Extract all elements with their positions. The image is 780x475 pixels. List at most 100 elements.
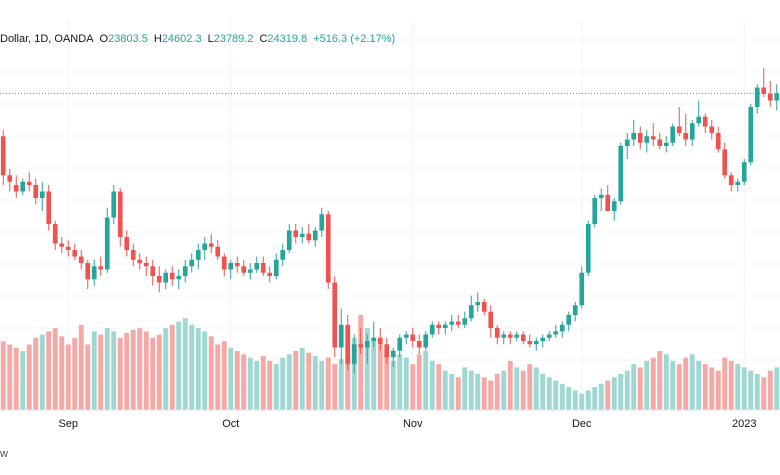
candle[interactable] — [546, 331, 552, 341]
candle[interactable] — [319, 207, 325, 237]
candle[interactable] — [670, 123, 676, 146]
candle[interactable] — [111, 185, 117, 224]
candle[interactable] — [501, 331, 507, 345]
candle[interactable] — [85, 259, 91, 289]
candle[interactable] — [208, 233, 214, 254]
candle[interactable] — [72, 243, 78, 260]
candle[interactable] — [514, 331, 520, 341]
candle[interactable] — [436, 321, 442, 335]
candle[interactable] — [20, 178, 26, 195]
candle[interactable] — [540, 334, 546, 348]
candle[interactable] — [657, 133, 663, 150]
candle[interactable] — [527, 334, 533, 348]
candle[interactable] — [709, 120, 715, 140]
candle[interactable] — [754, 84, 760, 114]
candle[interactable] — [741, 159, 747, 185]
candle[interactable] — [553, 324, 559, 338]
candle[interactable] — [520, 331, 526, 345]
candle[interactable] — [774, 84, 780, 111]
candle[interactable] — [722, 142, 728, 179]
candle[interactable] — [26, 172, 32, 192]
candle[interactable] — [410, 328, 416, 348]
candle[interactable] — [598, 188, 604, 211]
candle[interactable] — [468, 295, 474, 322]
candle[interactable] — [449, 315, 455, 332]
candle[interactable] — [631, 120, 637, 146]
candle[interactable] — [0, 129, 6, 185]
candle[interactable] — [176, 269, 182, 290]
candle[interactable] — [286, 224, 292, 254]
candle[interactable] — [130, 243, 136, 267]
candle[interactable] — [228, 259, 234, 280]
candle[interactable] — [650, 123, 656, 146]
candle[interactable] — [13, 175, 19, 198]
candle[interactable] — [338, 308, 344, 364]
candle[interactable] — [644, 129, 650, 153]
candle[interactable] — [91, 259, 97, 286]
candle[interactable] — [735, 178, 741, 192]
candle[interactable] — [390, 347, 396, 368]
candle[interactable] — [371, 321, 377, 348]
candle[interactable] — [533, 337, 539, 351]
candle[interactable] — [98, 256, 104, 277]
candle[interactable] — [325, 211, 331, 289]
candle[interactable] — [507, 331, 513, 345]
candle[interactable] — [104, 207, 110, 273]
candle[interactable] — [566, 311, 572, 332]
candle[interactable] — [117, 188, 123, 247]
candle[interactable] — [46, 185, 52, 231]
candle[interactable] — [423, 331, 429, 351]
candle[interactable] — [481, 298, 487, 315]
candle[interactable] — [416, 334, 422, 355]
candle[interactable] — [696, 100, 702, 127]
candle[interactable] — [7, 168, 13, 192]
candle[interactable] — [364, 334, 370, 364]
candle[interactable] — [312, 227, 318, 247]
candle[interactable] — [358, 328, 364, 354]
candle[interactable] — [78, 250, 84, 270]
candle[interactable] — [683, 113, 689, 147]
candle[interactable] — [377, 328, 383, 351]
candle[interactable] — [728, 172, 734, 192]
candle[interactable] — [384, 337, 390, 364]
candle[interactable] — [351, 334, 357, 374]
candle[interactable] — [33, 178, 39, 205]
candle[interactable] — [169, 266, 175, 286]
candle[interactable] — [715, 126, 721, 153]
candle[interactable] — [403, 331, 409, 345]
candle[interactable] — [442, 321, 448, 335]
candle[interactable] — [260, 256, 266, 277]
candle[interactable] — [221, 253, 227, 276]
candle[interactable] — [267, 266, 273, 283]
candle[interactable] — [605, 185, 611, 211]
candle[interactable] — [761, 68, 767, 98]
candle[interactable] — [475, 292, 481, 312]
candle[interactable] — [585, 220, 591, 276]
candle[interactable] — [397, 334, 403, 358]
candle[interactable] — [624, 133, 630, 159]
candle[interactable] — [592, 194, 598, 228]
candle[interactable] — [39, 181, 45, 211]
candle[interactable] — [52, 220, 58, 250]
candle[interactable] — [163, 269, 169, 290]
candle[interactable] — [663, 136, 669, 153]
candle[interactable] — [65, 240, 71, 257]
candle[interactable] — [689, 120, 695, 146]
candle[interactable] — [748, 103, 754, 166]
candle[interactable] — [124, 230, 130, 257]
candle[interactable] — [299, 227, 305, 244]
candle[interactable] — [215, 240, 221, 260]
candle[interactable] — [247, 263, 253, 280]
candle[interactable] — [182, 259, 188, 283]
candle[interactable] — [202, 237, 208, 260]
candle[interactable] — [429, 321, 435, 338]
candle[interactable] — [345, 315, 351, 371]
candle[interactable] — [195, 243, 201, 270]
candle[interactable] — [273, 253, 279, 280]
candle[interactable] — [676, 107, 682, 137]
candle[interactable] — [293, 224, 299, 244]
candle[interactable] — [234, 256, 240, 273]
candle[interactable] — [702, 113, 708, 134]
